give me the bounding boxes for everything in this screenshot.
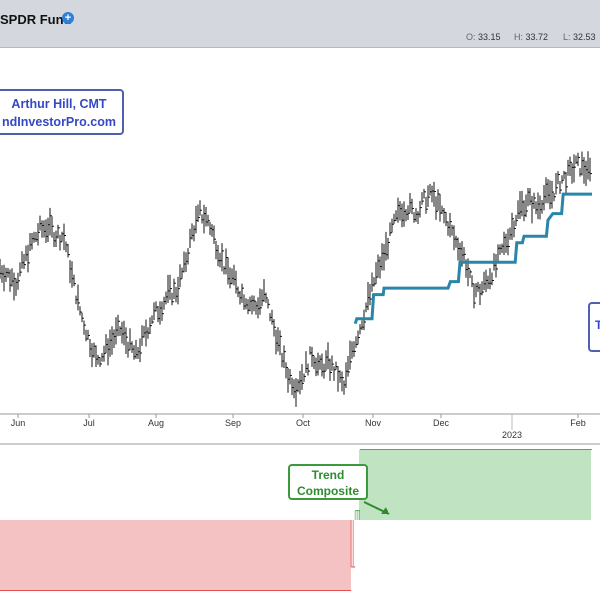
x-tick-label: Dec xyxy=(433,418,450,428)
price-bars xyxy=(0,151,592,407)
composite-arrowhead xyxy=(381,507,389,514)
x-tick-label: Jul xyxy=(83,418,95,428)
composite-bars xyxy=(0,449,592,591)
low-value: 32.53 xyxy=(573,32,596,42)
x-tick-label: Nov xyxy=(365,418,382,428)
x-tick-label: Aug xyxy=(148,418,164,428)
trend-composite-label: Trend Composite xyxy=(288,464,368,500)
x-tick-group: Jun Jul Aug Sep Oct Nov Dec 2023 Feb xyxy=(11,414,586,440)
author-name: Arthur Hill, CMT xyxy=(11,97,107,111)
x-tick-label: Jun xyxy=(11,418,26,428)
add-icon[interactable]: + xyxy=(62,12,74,24)
trend-line xyxy=(353,192,592,325)
x-tick-label: Feb xyxy=(570,418,586,428)
fund-title: SPDR Fund xyxy=(0,12,72,27)
open-value: 33.15 xyxy=(478,32,501,42)
x-tick-label: Oct xyxy=(296,418,311,428)
x-tick-label: Sep xyxy=(225,418,241,428)
author-annotation: Arthur Hill, CMT ndInvestorPro.com xyxy=(0,89,124,135)
chart-header: SPDR Fund + O: 33.15 H: 33.72 L: 32.53 xyxy=(0,0,600,48)
x-tick-label: 2023 xyxy=(502,430,522,440)
ohlc-low: L: 32.53 xyxy=(563,32,596,42)
ohlc-open: O: 33.15 xyxy=(466,32,501,42)
right-annotation: T xyxy=(588,302,600,352)
high-value: 33.72 xyxy=(525,32,549,42)
ohlc-high: H: 33.72 xyxy=(514,32,549,42)
author-site: ndInvestorPro.com xyxy=(2,115,116,129)
